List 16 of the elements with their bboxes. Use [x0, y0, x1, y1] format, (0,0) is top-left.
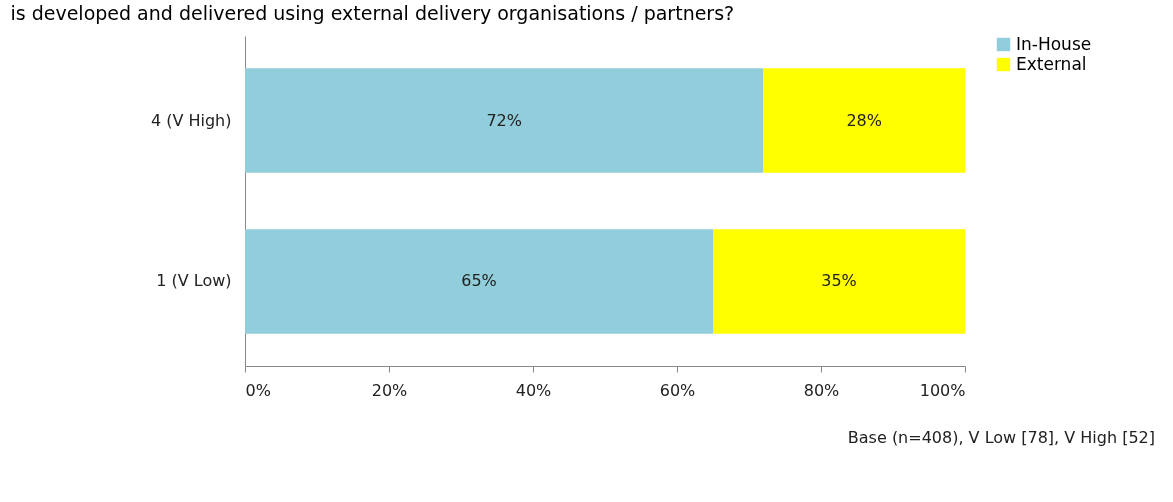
x-tick-label: 40%: [515, 380, 552, 400]
x-tick-label: 0%: [245, 380, 271, 400]
x-tick-label: 20%: [371, 380, 408, 400]
text: 72%: [486, 110, 522, 130]
text: Base (n=408), V Low [78], V High [52]: [847, 428, 1155, 447]
y-tick-label: 1 (V Low): [156, 271, 232, 291]
y-tick-label: 4 (V High): [150, 110, 232, 130]
text: 35%: [821, 271, 857, 291]
text: 28%: [846, 110, 882, 130]
text: 65%: [461, 271, 497, 291]
legend-label: External: [1016, 53, 1087, 74]
x-tick-label: 80%: [803, 380, 840, 400]
x-tick-label: 60%: [659, 380, 696, 400]
legend-label: In-House: [1016, 33, 1092, 54]
x-tick-label: 100%: [919, 380, 966, 400]
chart-title: is developed and delivered using external delivery organisations / partners?: [10, 2, 735, 24]
